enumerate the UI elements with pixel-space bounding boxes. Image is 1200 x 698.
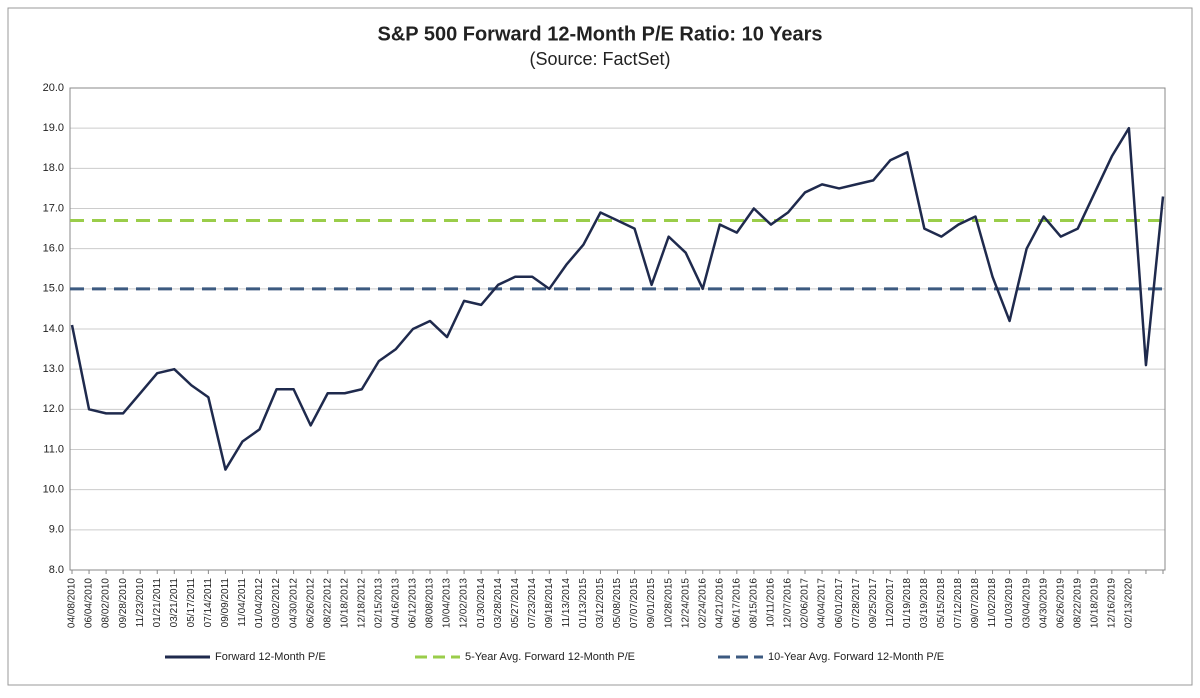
- x-tick-label: 10/18/2012: [339, 578, 350, 628]
- x-tick-label: 11/04/2011: [237, 578, 248, 627]
- x-tick-label: 03/28/2014: [493, 578, 504, 628]
- x-tick-label: 08/02/2010: [101, 578, 112, 628]
- x-tick-label: 12/18/2012: [356, 578, 367, 628]
- x-tick-label: 05/08/2015: [612, 578, 623, 628]
- x-tick-label: 05/17/2011: [186, 578, 197, 628]
- y-tick-label: 15.0: [43, 283, 64, 295]
- x-tick-label: 03/02/2012: [271, 578, 282, 628]
- legend-label: 5-Year Avg. Forward 12-Month P/E: [465, 651, 635, 663]
- x-tick-label: 07/14/2011: [203, 578, 214, 628]
- x-tick-label: 06/12/2013: [408, 578, 419, 628]
- y-tick-label: 10.0: [43, 484, 64, 496]
- x-tick-label: 07/07/2015: [629, 578, 640, 628]
- x-tick-label: 01/03/2019: [1004, 578, 1015, 628]
- x-tick-label: 11/23/2010: [135, 578, 146, 628]
- x-tick-label: 03/19/2018: [919, 578, 930, 628]
- x-tick-label: 12/02/2013: [459, 578, 470, 628]
- x-tick-label: 04/30/2012: [288, 578, 299, 628]
- legend-label: 10-Year Avg. Forward 12-Month P/E: [768, 651, 944, 663]
- x-tick-label: 06/01/2017: [834, 578, 845, 628]
- x-tick-label: 02/15/2013: [373, 578, 384, 628]
- x-tick-label: 04/08/2010: [67, 578, 78, 628]
- legend-label: Forward 12-Month P/E: [215, 651, 326, 663]
- x-tick-label: 07/12/2018: [953, 578, 964, 628]
- x-tick-label: 10/04/2013: [442, 578, 453, 628]
- x-tick-label: 08/08/2013: [425, 578, 436, 628]
- x-tick-label: 04/04/2017: [817, 578, 828, 628]
- x-tick-label: 07/23/2014: [527, 578, 538, 628]
- x-tick-label: 02/24/2016: [697, 578, 708, 628]
- x-tick-label: 09/01/2015: [646, 578, 657, 628]
- y-tick-label: 19.0: [43, 122, 64, 134]
- x-tick-label: 06/04/2010: [84, 578, 95, 628]
- x-tick-label: 06/26/2012: [305, 578, 316, 628]
- x-tick-label: 03/12/2015: [595, 578, 606, 628]
- x-tick-label: 08/15/2016: [749, 578, 760, 628]
- x-tick-label: 08/22/2019: [1072, 578, 1083, 628]
- y-tick-label: 8.0: [49, 564, 64, 576]
- x-tick-label: 04/30/2019: [1038, 578, 1049, 628]
- x-tick-label: 04/21/2016: [714, 578, 725, 628]
- x-tick-label: 05/15/2018: [936, 578, 947, 628]
- x-tick-label: 12/24/2015: [680, 578, 691, 628]
- series-line: [70, 126, 1165, 471]
- x-tick-label: 01/19/2018: [902, 578, 913, 628]
- x-tick-label: 05/27/2014: [510, 578, 521, 628]
- x-tick-label: 08/22/2012: [322, 578, 333, 628]
- x-tick-label: 12/07/2016: [783, 578, 794, 628]
- x-tick-label: 09/09/2011: [220, 578, 231, 628]
- x-tick-label: 11/20/2017: [885, 578, 896, 628]
- x-tick-label: 11/13/2014: [561, 578, 572, 628]
- y-tick-label: 11.0: [43, 443, 64, 455]
- x-tick-label: 11/02/2018: [987, 578, 998, 628]
- x-tick-label: 01/30/2014: [476, 578, 487, 628]
- x-tick-label: 10/11/2016: [766, 578, 777, 628]
- y-tick-label: 18.0: [43, 162, 64, 174]
- x-tick-label: 07/28/2017: [851, 578, 862, 628]
- y-tick-label: 13.0: [43, 363, 64, 375]
- y-tick-label: 20.0: [43, 82, 64, 94]
- x-tick-label: 09/07/2018: [970, 578, 981, 628]
- x-tick-label: 01/04/2012: [254, 578, 265, 628]
- x-tick-label: 03/21/2011: [169, 578, 180, 628]
- y-tick-label: 12.0: [43, 403, 64, 415]
- x-tick-label: 01/21/2011: [152, 578, 163, 628]
- x-tick-label: 09/25/2017: [868, 578, 879, 628]
- x-tick-label: 06/26/2019: [1055, 578, 1066, 628]
- x-tick-label: 03/04/2019: [1021, 578, 1032, 628]
- x-tick-label: 12/16/2019: [1107, 578, 1118, 628]
- x-tick-label: 04/16/2013: [391, 578, 402, 628]
- y-tick-label: 16.0: [43, 243, 64, 255]
- y-tick-label: 9.0: [49, 524, 64, 536]
- x-tick-label: 10/18/2019: [1089, 578, 1100, 628]
- chart-title: S&P 500 Forward 12-Month P/E Ratio: 10 Y…: [378, 23, 823, 45]
- y-tick-label: 17.0: [43, 202, 64, 214]
- y-tick-label: 14.0: [43, 323, 64, 335]
- x-tick-label: 09/28/2010: [118, 578, 129, 628]
- x-tick-label: 02/13/2020: [1124, 578, 1135, 628]
- x-tick-label: 09/18/2014: [544, 578, 555, 628]
- x-tick-label: 06/17/2016: [731, 578, 742, 628]
- x-tick-label: 02/06/2017: [800, 578, 811, 628]
- x-tick-label: 10/28/2015: [663, 578, 674, 628]
- chart-subtitle: (Source: FactSet): [529, 49, 670, 69]
- x-tick-label: 01/13/2015: [578, 578, 589, 628]
